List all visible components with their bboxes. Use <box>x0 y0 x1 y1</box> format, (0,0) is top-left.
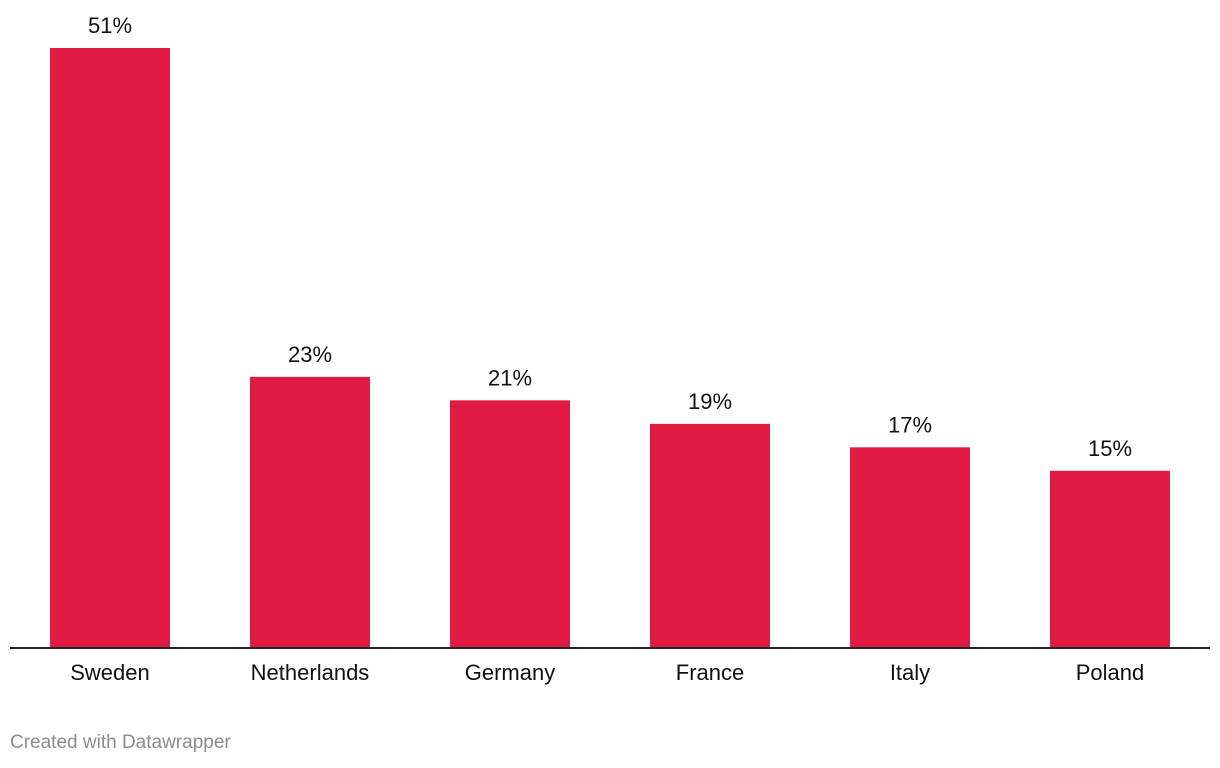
bar-france <box>650 423 770 647</box>
bar-sweden <box>50 48 170 647</box>
bar-value-labels: 51% 23% 21% 19% 17% 15% <box>88 13 1132 461</box>
bar-value-label: 15% <box>1088 436 1132 461</box>
category-labels: Sweden Netherlands Germany France Italy Polan… <box>70 660 1144 685</box>
category-label: Poland <box>1076 660 1145 685</box>
category-label: Netherlands <box>251 660 370 685</box>
bar-poland <box>1050 470 1170 647</box>
bars <box>50 48 1170 647</box>
bar-value-label: 17% <box>888 412 932 437</box>
bar-value-label: 21% <box>488 365 532 390</box>
category-label: Sweden <box>70 660 150 685</box>
bar-netherlands <box>250 376 370 647</box>
bar-value-label: 23% <box>288 342 332 367</box>
bar-germany <box>450 400 570 647</box>
category-label: Germany <box>465 660 555 685</box>
bar-value-label: 19% <box>688 389 732 414</box>
bar-value-label: 51% <box>88 13 132 38</box>
bar-italy <box>850 447 970 647</box>
category-label: France <box>676 660 744 685</box>
bar-chart: 51% 23% 21% 19% 17% 15% Sweden Netherlands Germ… <box>10 13 1210 685</box>
credit-text: Created with Datawrapper <box>10 732 231 753</box>
category-label: Italy <box>890 660 930 685</box>
